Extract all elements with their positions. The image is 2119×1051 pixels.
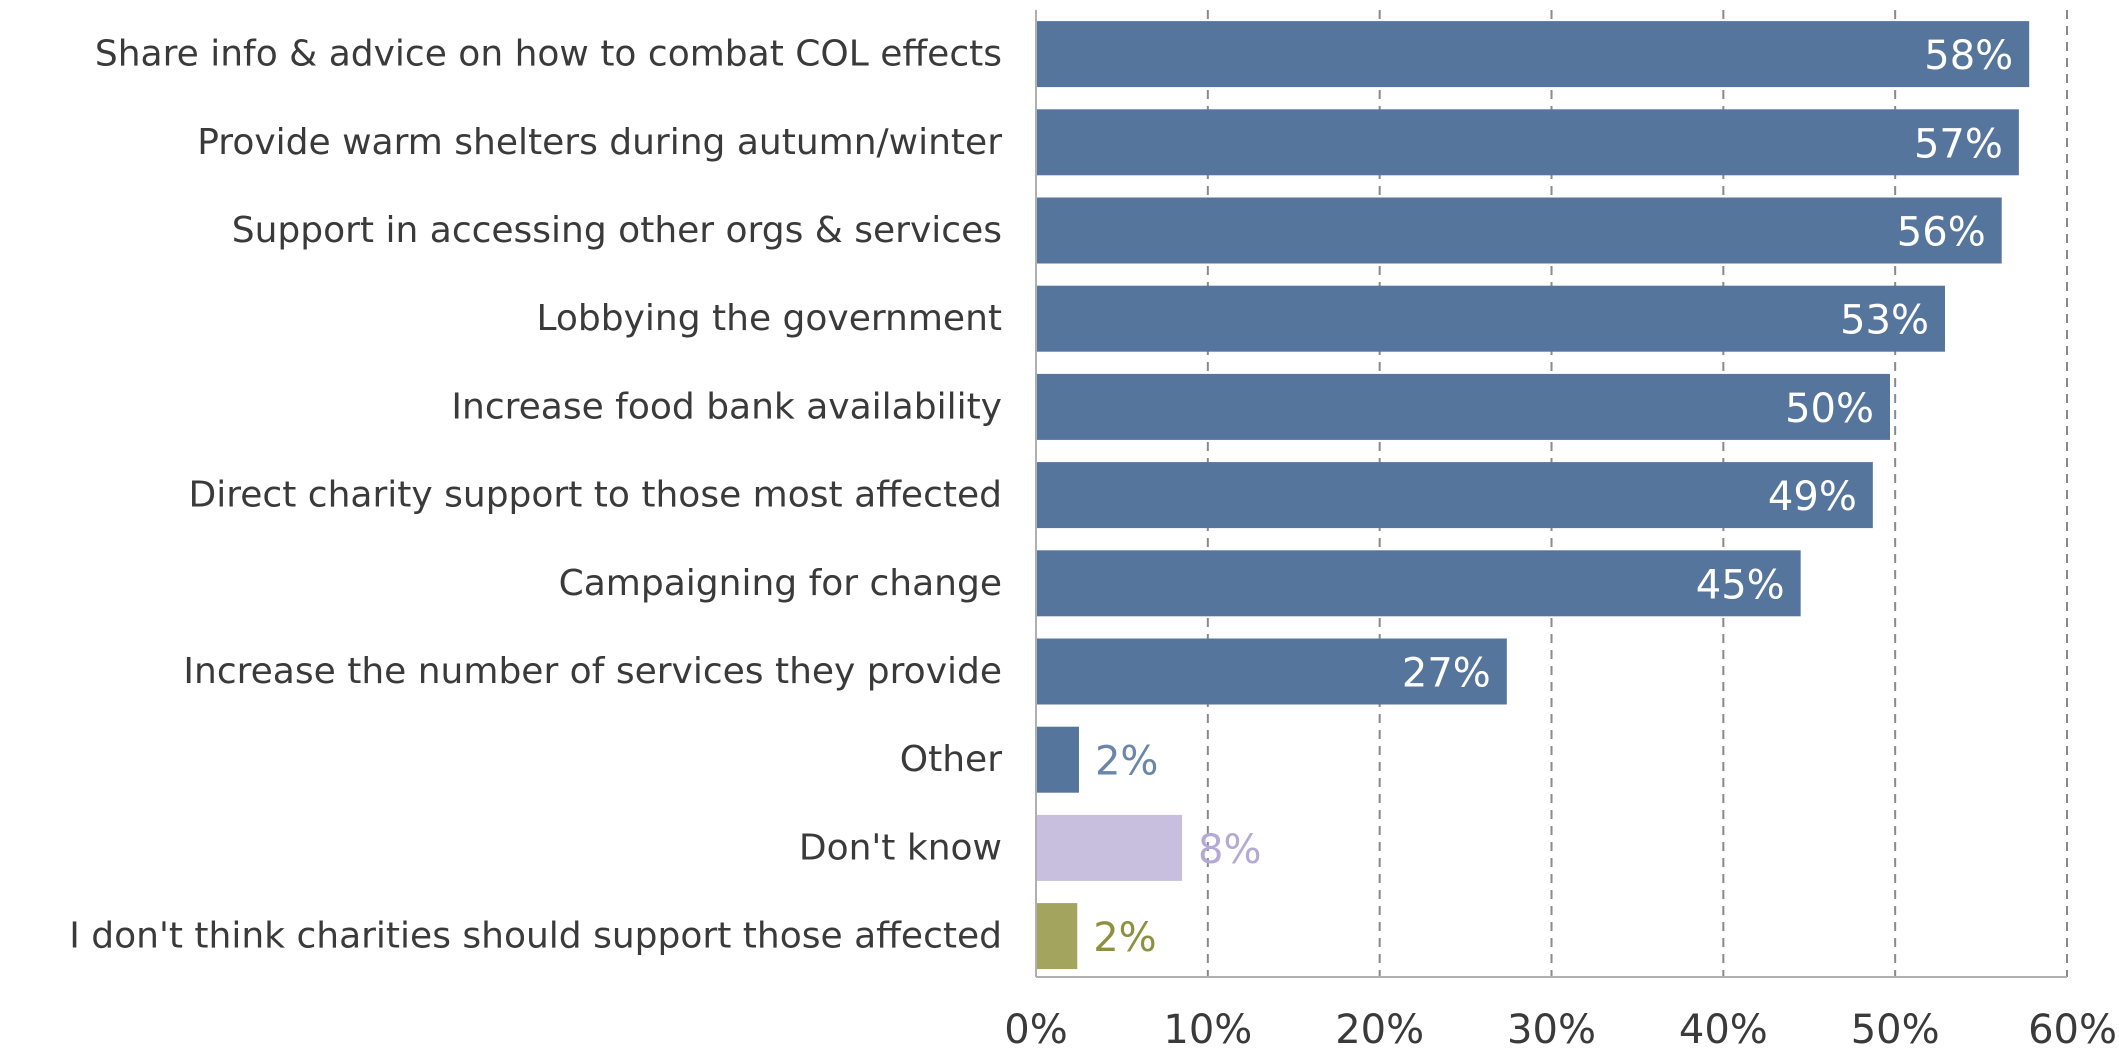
category-label: Lobbying the government (536, 298, 1002, 339)
category-label: Direct charity support to those most aff… (189, 475, 1002, 516)
data-label: 2% (1093, 915, 1156, 961)
data-label: 50% (1785, 386, 1874, 432)
category-label: Provide warm shelters during autumn/wint… (197, 122, 1002, 163)
x-tick-label: 10% (1163, 1007, 1252, 1051)
x-tick-label: 40% (1679, 1007, 1768, 1051)
axes (1035, 10, 2067, 978)
data-label: 8% (1198, 827, 1261, 873)
bar (1036, 197, 2002, 264)
value-labels: 58% 57% 56% 53% 50% 49% 45% 27% 2% 8% 2% (1093, 33, 2013, 961)
bar (1036, 285, 1945, 352)
data-label: 27% (1402, 651, 1491, 697)
bar (1036, 550, 1801, 617)
data-label: 49% (1768, 474, 1857, 520)
bar (1036, 903, 1078, 970)
x-tick-labels: 0% 10% 20% 30% 40% 50% 60% (1004, 1007, 2117, 1051)
data-label: 56% (1897, 210, 1986, 256)
x-tick-label: 50% (1851, 1007, 1940, 1051)
category-labels: Share info & advice on how to combat COL… (69, 34, 1002, 957)
category-label: Don't know (799, 827, 1002, 868)
bar (1036, 462, 1873, 529)
data-label: 53% (1840, 298, 1929, 344)
data-label: 2% (1095, 739, 1158, 785)
category-label: Other (900, 739, 1002, 780)
x-tick-label: 60% (2028, 1007, 2117, 1051)
bar (1036, 814, 1183, 881)
data-label: 57% (1914, 121, 2003, 167)
bar (1036, 638, 1507, 705)
bar (1036, 373, 1891, 440)
category-label: Increase the number of services they pro… (183, 651, 1002, 692)
x-tick-label: 0% (1004, 1007, 1067, 1051)
category-label: Campaigning for change (559, 563, 1002, 604)
bar (1036, 109, 2019, 176)
category-label: I don't think charities should support t… (69, 916, 1002, 957)
category-label: Support in accessing other orgs & servic… (232, 210, 1002, 251)
data-label: 58% (1924, 33, 2013, 79)
bar (1036, 21, 2030, 88)
category-label: Share info & advice on how to combat COL… (95, 34, 1002, 75)
x-tick-label: 30% (1507, 1007, 1596, 1051)
bars (1036, 21, 2030, 970)
x-tick-label: 20% (1335, 1007, 1424, 1051)
data-label: 45% (1696, 562, 1785, 608)
category-label: Increase food bank availability (451, 386, 1002, 427)
bar (1036, 726, 1079, 793)
